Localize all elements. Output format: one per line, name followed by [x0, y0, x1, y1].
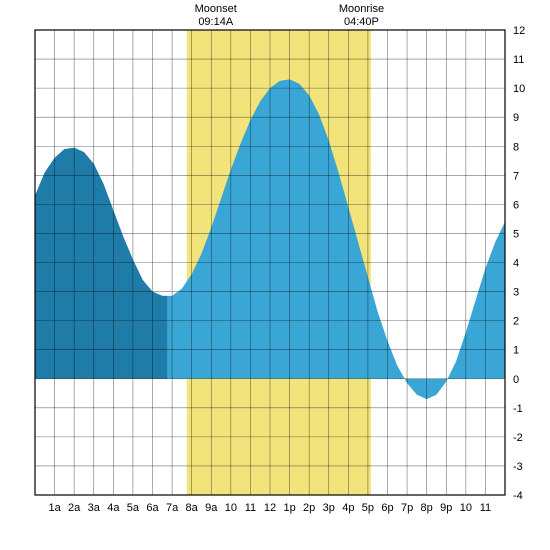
x-tick-label: 3p	[323, 502, 335, 514]
y-tick-label: 11	[513, 54, 524, 66]
moonset-time: 09:14A	[198, 16, 234, 28]
y-tick-label: 3	[513, 287, 519, 299]
moonrise-label: Moonrise	[339, 3, 384, 15]
x-tick-label: 9a	[205, 502, 218, 514]
x-tick-label: 10	[225, 502, 237, 514]
x-tick-label: 2a	[68, 502, 81, 514]
x-tick-label: 9p	[440, 502, 452, 514]
chart-svg: -4-3-2-101234567891011121a2a3a4a5a6a7a8a…	[0, 0, 550, 550]
moonset-label: Moonset	[195, 3, 237, 15]
x-tick-label: 4a	[107, 502, 120, 514]
y-tick-label: -2	[513, 432, 523, 444]
y-tick-label: 5	[513, 228, 519, 240]
x-tick-label: 7p	[401, 502, 413, 514]
x-tick-label: 11	[480, 502, 491, 514]
x-tick-label: 5p	[362, 502, 374, 514]
y-tick-label: 9	[513, 112, 519, 124]
x-tick-label: 6p	[381, 502, 393, 514]
y-tick-label: 1	[513, 345, 519, 357]
x-tick-label: 7a	[166, 502, 179, 514]
x-tick-label: 11	[245, 502, 256, 514]
y-tick-label: -1	[513, 403, 523, 415]
y-tick-label: 8	[513, 141, 519, 153]
x-tick-label: 10	[460, 502, 472, 514]
y-tick-label: 2	[513, 316, 519, 328]
x-tick-label: 3a	[88, 502, 101, 514]
x-tick-label: 12	[264, 502, 276, 514]
y-tick-label: 6	[513, 199, 519, 211]
x-tick-label: 8p	[421, 502, 433, 514]
y-tick-label: 7	[513, 170, 519, 182]
y-tick-label: -4	[513, 490, 523, 502]
x-tick-label: 2p	[303, 502, 315, 514]
x-tick-label: 8a	[186, 502, 199, 514]
x-tick-label: 6a	[146, 502, 159, 514]
x-tick-label: 5a	[127, 502, 140, 514]
x-tick-label: 1p	[283, 502, 295, 514]
x-tick-label: 1a	[48, 502, 61, 514]
y-tick-label: 4	[513, 258, 519, 270]
y-tick-label: 12	[513, 25, 525, 37]
y-tick-label: 0	[513, 374, 519, 386]
y-tick-label: -3	[513, 461, 523, 473]
x-tick-label: 4p	[342, 502, 354, 514]
moonrise-time: 04:40P	[344, 16, 379, 28]
tide-chart: -4-3-2-101234567891011121a2a3a4a5a6a7a8a…	[0, 0, 550, 550]
y-tick-label: 10	[513, 83, 525, 95]
